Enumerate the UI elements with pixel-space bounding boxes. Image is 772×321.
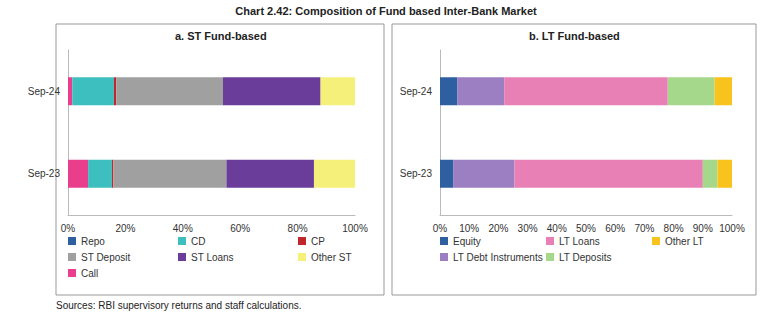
svg-text:a. ST Fund-based: a. ST Fund-based — [175, 30, 267, 42]
svg-text:0%: 0% — [61, 223, 76, 234]
svg-text:100%: 100% — [719, 223, 745, 234]
svg-text:20%: 20% — [115, 223, 135, 234]
svg-text:100%: 100% — [342, 223, 368, 234]
svg-text:30%: 30% — [518, 223, 538, 234]
svg-text:80%: 80% — [288, 223, 308, 234]
svg-text:0%: 0% — [433, 223, 448, 234]
svg-text:70%: 70% — [634, 223, 654, 234]
svg-text:Sources: RBI supervisory retur: Sources: RBI supervisory returns and sta… — [56, 300, 301, 311]
svg-text:CD: CD — [191, 236, 205, 247]
svg-text:Equity: Equity — [453, 236, 481, 247]
svg-text:LT Loans: LT Loans — [559, 236, 600, 247]
svg-text:LT Debt Instruments: LT Debt Instruments — [453, 252, 543, 263]
svg-text:40%: 40% — [547, 223, 567, 234]
svg-text:Other ST: Other ST — [311, 252, 352, 263]
svg-text:Sep-23: Sep-23 — [28, 168, 61, 179]
svg-text:Sep-24: Sep-24 — [400, 86, 433, 97]
svg-text:ST Deposit: ST Deposit — [81, 252, 131, 263]
svg-text:40%: 40% — [173, 223, 193, 234]
svg-text:Sep-24: Sep-24 — [28, 86, 61, 97]
svg-text:60%: 60% — [605, 223, 625, 234]
svg-text:50%: 50% — [576, 223, 596, 234]
svg-text:Other LT: Other LT — [665, 236, 704, 247]
svg-text:Repo: Repo — [81, 236, 105, 247]
svg-text:ST Loans: ST Loans — [191, 252, 234, 263]
svg-text:LT Deposits: LT Deposits — [559, 252, 611, 263]
svg-text:b. LT Fund-based: b. LT Fund-based — [529, 30, 620, 42]
svg-text:60%: 60% — [230, 223, 250, 234]
svg-text:90%: 90% — [693, 223, 713, 234]
svg-text:CP: CP — [311, 236, 325, 247]
svg-text:Sep-23: Sep-23 — [400, 168, 433, 179]
svg-text:10%: 10% — [459, 223, 479, 234]
svg-text:20%: 20% — [488, 223, 508, 234]
svg-text:80%: 80% — [664, 223, 684, 234]
svg-text:Chart 2.42: Composition of Fun: Chart 2.42: Composition of Fund based In… — [235, 5, 537, 17]
svg-text:Call: Call — [81, 268, 98, 279]
